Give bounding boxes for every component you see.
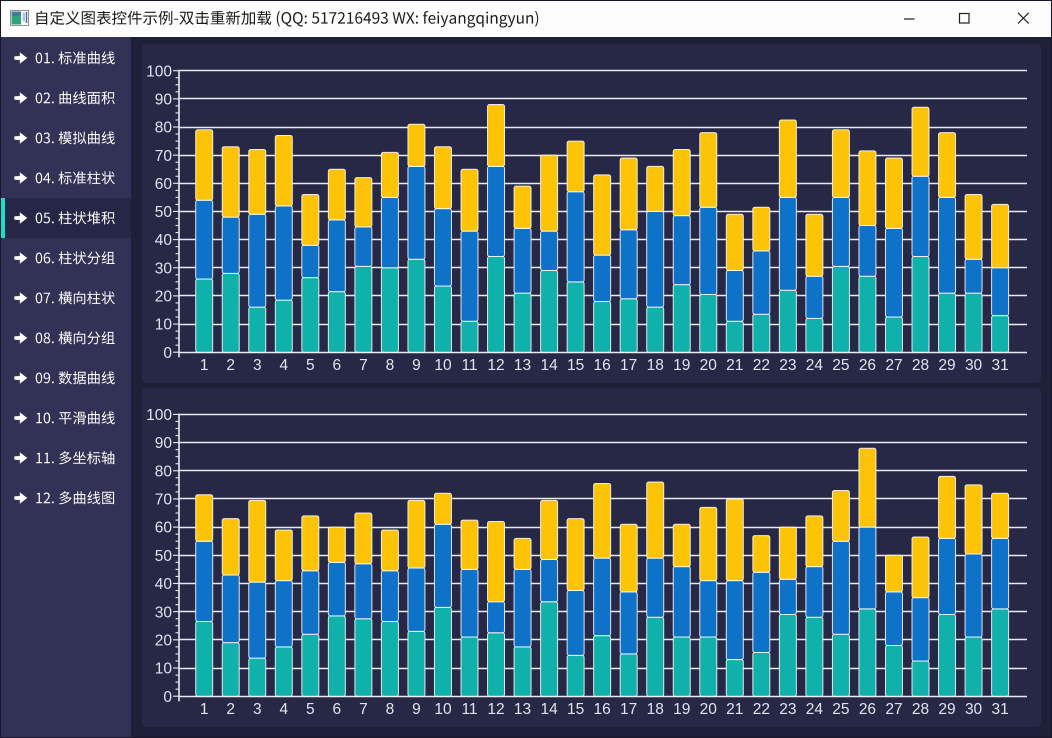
svg-text:22: 22: [753, 357, 770, 374]
svg-text:1: 1: [200, 701, 209, 718]
svg-text:90: 90: [155, 435, 173, 452]
svg-text:12: 12: [487, 357, 504, 374]
svg-text:40: 40: [155, 232, 173, 249]
svg-text:9: 9: [412, 701, 421, 718]
svg-text:31: 31: [991, 357, 1008, 374]
svg-text:26: 26: [859, 357, 876, 374]
svg-text:70: 70: [155, 492, 173, 509]
svg-text:8: 8: [386, 701, 395, 718]
svg-text:20: 20: [155, 289, 173, 306]
svg-text:28: 28: [912, 701, 929, 718]
svg-text:3: 3: [253, 357, 262, 374]
svg-text:2: 2: [226, 357, 235, 374]
svg-text:3: 3: [253, 701, 262, 718]
svg-text:10: 10: [155, 661, 173, 678]
svg-text:13: 13: [514, 701, 531, 718]
svg-text:4: 4: [279, 357, 288, 374]
svg-text:16: 16: [594, 701, 611, 718]
svg-text:25: 25: [832, 701, 849, 718]
svg-text:30: 30: [155, 604, 173, 621]
svg-text:25: 25: [832, 357, 849, 374]
svg-text:16: 16: [594, 357, 611, 374]
svg-text:5: 5: [306, 701, 315, 718]
svg-text:12: 12: [487, 701, 504, 718]
svg-text:27: 27: [885, 357, 902, 374]
svg-text:70: 70: [155, 148, 173, 165]
svg-text:29: 29: [938, 357, 955, 374]
svg-text:17: 17: [620, 701, 637, 718]
svg-text:10: 10: [155, 317, 173, 334]
svg-text:8: 8: [386, 357, 395, 374]
svg-text:15: 15: [567, 701, 584, 718]
svg-text:24: 24: [806, 357, 824, 374]
svg-text:0: 0: [163, 345, 172, 362]
svg-text:10: 10: [434, 357, 452, 374]
svg-text:6: 6: [333, 701, 342, 718]
svg-text:100: 100: [146, 63, 172, 80]
svg-text:18: 18: [647, 357, 664, 374]
svg-text:60: 60: [155, 520, 173, 537]
svg-text:27: 27: [885, 701, 902, 718]
svg-text:2: 2: [226, 701, 235, 718]
svg-text:20: 20: [700, 701, 718, 718]
svg-text:5: 5: [306, 357, 315, 374]
svg-text:18: 18: [647, 701, 664, 718]
svg-text:40: 40: [155, 576, 173, 593]
svg-text:100: 100: [146, 407, 172, 424]
svg-text:23: 23: [779, 701, 796, 718]
svg-text:90: 90: [155, 91, 173, 108]
svg-text:21: 21: [726, 357, 743, 374]
svg-text:22: 22: [753, 701, 770, 718]
svg-text:50: 50: [155, 548, 173, 565]
svg-text:50: 50: [155, 204, 173, 221]
svg-text:23: 23: [779, 357, 796, 374]
svg-text:10: 10: [434, 701, 452, 718]
svg-text:20: 20: [155, 632, 173, 649]
svg-text:60: 60: [155, 176, 173, 193]
svg-text:7: 7: [359, 701, 368, 718]
svg-text:13: 13: [514, 357, 531, 374]
svg-text:19: 19: [673, 357, 690, 374]
svg-text:4: 4: [279, 701, 288, 718]
svg-text:7: 7: [359, 357, 368, 374]
svg-text:30: 30: [155, 260, 173, 277]
svg-text:80: 80: [155, 120, 173, 137]
svg-text:6: 6: [333, 357, 342, 374]
svg-text:11: 11: [461, 701, 477, 718]
svg-text:31: 31: [991, 701, 1008, 718]
svg-text:20: 20: [700, 357, 718, 374]
svg-text:80: 80: [155, 463, 173, 480]
svg-text:9: 9: [412, 357, 421, 374]
svg-text:24: 24: [806, 701, 824, 718]
svg-text:26: 26: [859, 701, 876, 718]
svg-text:21: 21: [726, 701, 743, 718]
svg-text:30: 30: [965, 357, 983, 374]
svg-text:29: 29: [938, 701, 955, 718]
svg-text:0: 0: [163, 689, 172, 706]
svg-text:14: 14: [540, 701, 558, 718]
svg-text:28: 28: [912, 357, 929, 374]
svg-text:19: 19: [673, 701, 690, 718]
svg-text:30: 30: [965, 701, 983, 718]
svg-text:11: 11: [461, 357, 477, 374]
svg-text:14: 14: [540, 357, 558, 374]
svg-text:15: 15: [567, 357, 584, 374]
svg-text:1: 1: [200, 357, 209, 374]
svg-text:17: 17: [620, 357, 637, 374]
